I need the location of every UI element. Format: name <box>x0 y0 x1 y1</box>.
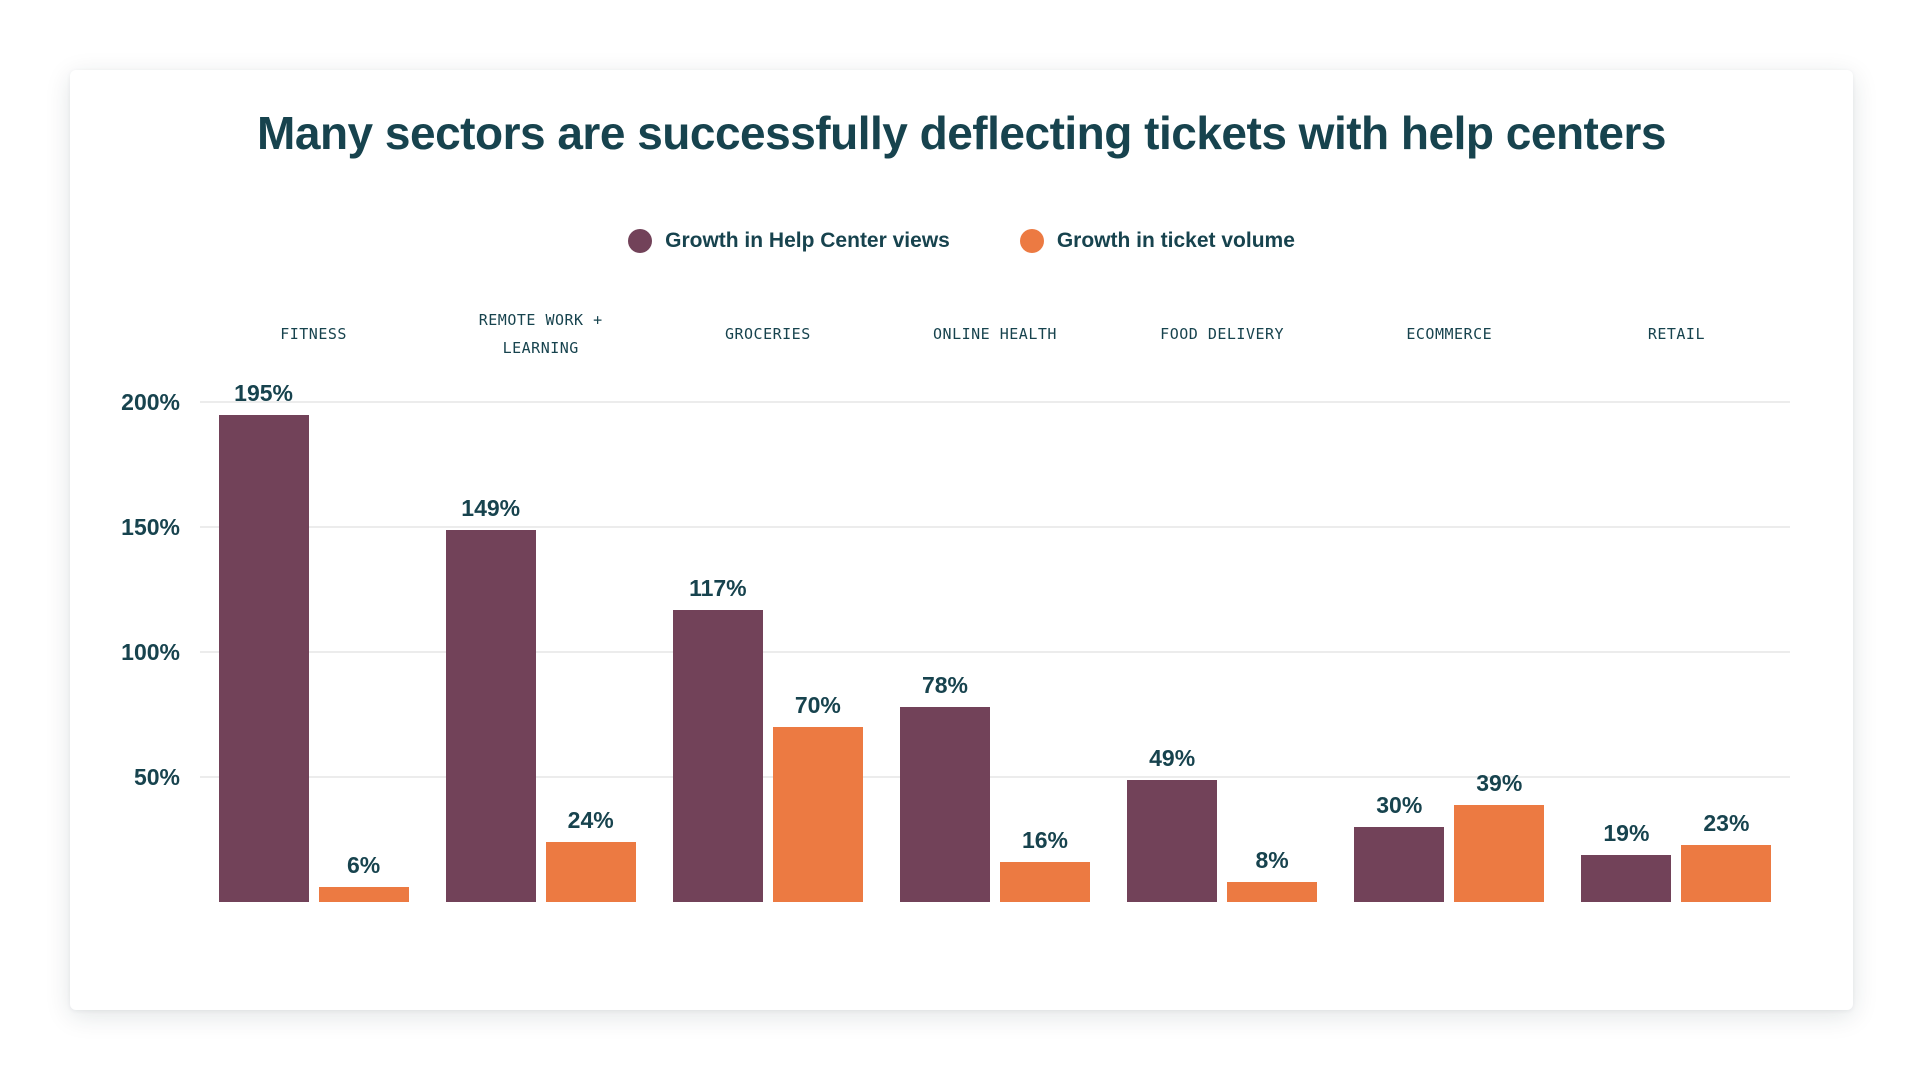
legend-dot-ticket-volume-icon <box>1019 229 1044 253</box>
bar-value-label: 49% <box>1149 744 1196 771</box>
bar-help-center-views <box>1354 827 1445 902</box>
y-axis-tick-label: 100% <box>121 639 180 665</box>
bar-help-center-views <box>1581 854 1672 902</box>
category-label: RETAIL <box>1647 325 1705 343</box>
bar-value-label: 195% <box>234 379 293 406</box>
gridline <box>200 526 1790 528</box>
legend-label: Growth in Help Center views <box>665 229 950 252</box>
bar-ticket-volume <box>318 887 409 902</box>
gridline <box>200 776 1790 778</box>
bar-value-label: 39% <box>1476 769 1523 796</box>
chart-card: Many sectors are successfully deflecting… <box>70 70 1853 1010</box>
gridline <box>200 651 1790 653</box>
bar-value-label: 70% <box>794 692 841 718</box>
bar-value-label: 78% <box>921 672 969 698</box>
category-label: FITNESS <box>280 325 347 343</box>
bar-ticket-volume <box>1454 804 1545 902</box>
bar-help-center-views <box>672 609 763 902</box>
plot-area: 200% 150% 100% 50% 195% 6% 149% 24% 117% 70% 78% 16… <box>121 370 1790 902</box>
y-axis-tick-label: 200% <box>121 389 180 415</box>
bar-value-label: 8% <box>1255 847 1289 873</box>
category-label: REMOTE WORK + LEARNING <box>478 311 603 357</box>
bar-ticket-volume <box>1681 844 1772 902</box>
chart-title: Many sectors are successfully deflecting… <box>257 107 1666 159</box>
gridline <box>200 401 1790 403</box>
bar-help-center-views <box>218 414 309 902</box>
legend-dot-help-center-views-icon <box>628 229 653 253</box>
bar-help-center-views <box>900 707 990 902</box>
bar-value-label: 23% <box>1703 809 1750 836</box>
bar-ticket-volume <box>1227 882 1318 902</box>
legend: Growth in Help Center views Growth in ti… <box>70 224 1853 258</box>
bar-value-label: 6% <box>346 852 381 878</box>
bar-ticket-volume <box>1000 862 1090 902</box>
bar-ticket-volume <box>772 727 863 902</box>
bar-help-center-views <box>1127 779 1218 902</box>
category-label: FOOD DELIVERY <box>1160 325 1285 343</box>
bar-value-label: 24% <box>567 807 614 833</box>
bar-value-label: 149% <box>461 494 521 521</box>
y-axis-tick-label: 50% <box>133 764 180 790</box>
category-label: GROCERIES <box>724 325 811 343</box>
category-label: ONLINE HEALTH <box>933 325 1057 343</box>
bar-value-label: 19% <box>1603 819 1650 846</box>
bar-help-center-views <box>445 529 536 902</box>
legend-item-ticket-volume: Growth in ticket volume <box>1019 229 1295 253</box>
bar-value-label: 16% <box>1021 827 1069 853</box>
legend-label: Growth in ticket volume <box>1056 229 1295 252</box>
category-axis: FITNESS REMOTE WORK + LEARNING GROCERIES ON… <box>200 296 1790 372</box>
category-label: ECOMMERCE <box>1406 325 1493 343</box>
bar-ticket-volume <box>545 842 636 902</box>
legend-item-help-center-views: Growth in Help Center views <box>628 229 950 253</box>
bar-value-label: 117% <box>689 574 747 601</box>
y-axis-tick-label: 150% <box>121 514 180 540</box>
bar-value-label: 30% <box>1376 792 1423 818</box>
